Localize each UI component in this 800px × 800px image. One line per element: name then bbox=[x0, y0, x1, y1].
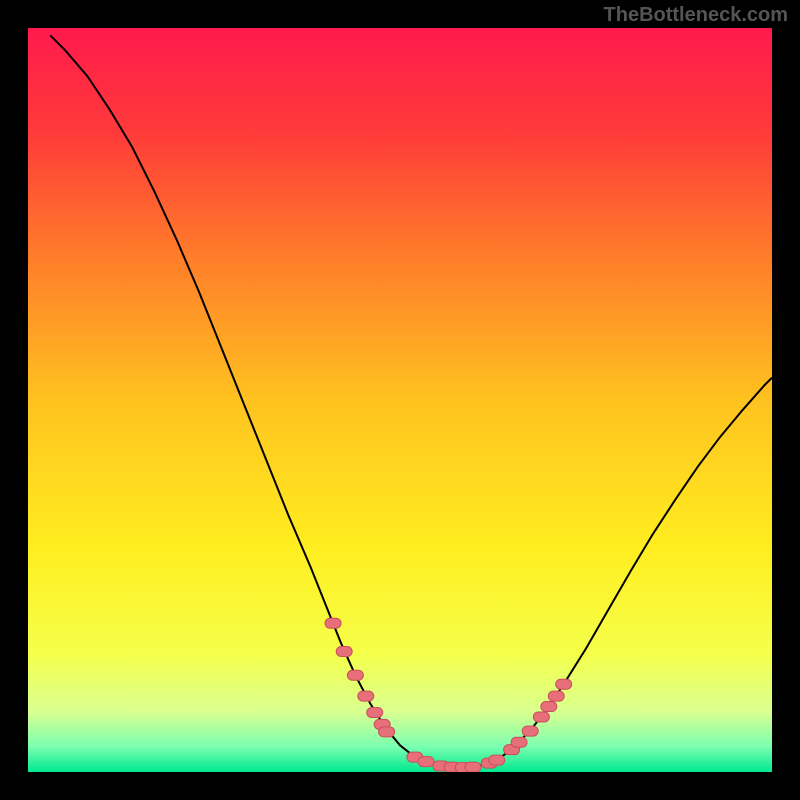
data-marker bbox=[336, 646, 352, 656]
data-marker bbox=[511, 737, 527, 747]
data-marker bbox=[489, 755, 505, 765]
data-marker bbox=[418, 757, 434, 767]
data-marker bbox=[379, 727, 395, 737]
watermark: TheBottleneck.com bbox=[604, 4, 788, 27]
data-marker bbox=[548, 691, 564, 701]
data-marker bbox=[541, 702, 557, 712]
plot-area bbox=[28, 28, 772, 772]
data-marker bbox=[325, 618, 341, 628]
data-marker bbox=[347, 670, 363, 680]
data-marker bbox=[465, 762, 481, 772]
data-marker bbox=[367, 707, 383, 717]
chart-markers bbox=[28, 28, 772, 772]
data-marker bbox=[358, 691, 374, 701]
data-marker bbox=[533, 712, 549, 722]
data-marker bbox=[556, 679, 572, 689]
data-marker bbox=[522, 726, 538, 736]
